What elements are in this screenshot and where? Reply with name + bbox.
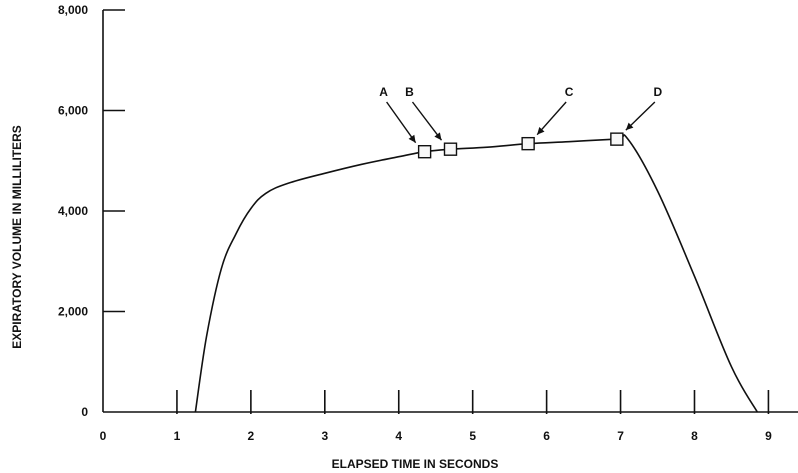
marker-label: B xyxy=(405,85,414,99)
marker-label: A xyxy=(379,85,388,99)
x-tick-label: 4 xyxy=(395,429,402,443)
axes xyxy=(102,10,798,413)
marker-arrowhead xyxy=(625,122,634,131)
marker-arrow xyxy=(386,101,417,144)
marker-d: D xyxy=(610,85,663,146)
y-tick-label: 6,000 xyxy=(58,104,88,118)
x-tick-label: 9 xyxy=(765,429,772,443)
marker-square xyxy=(610,132,624,146)
x-tick-label: 3 xyxy=(321,429,328,443)
marker-a: A xyxy=(379,85,432,159)
marker-b: B xyxy=(405,85,458,156)
markers: A B C D xyxy=(379,85,663,159)
series-line xyxy=(194,134,758,413)
marker-square xyxy=(443,142,458,156)
x-tick-label: 5 xyxy=(469,429,476,443)
marker-square xyxy=(521,136,535,151)
x-axis-title: ELAPSED TIME IN SECONDS xyxy=(332,457,499,471)
series xyxy=(194,134,758,413)
x-tick-label: 7 xyxy=(617,429,624,443)
marker-c: C xyxy=(521,85,574,151)
y-tick-label: 8,000 xyxy=(58,3,88,17)
marker-label: C xyxy=(565,85,574,99)
x-tick-label: 6 xyxy=(543,429,550,443)
marker-label: D xyxy=(654,85,663,99)
x-tick-label: 8 xyxy=(691,429,698,443)
marker-arrow xyxy=(536,101,567,136)
x-tick-label: 0 xyxy=(100,429,107,443)
y-axis-title: EXPIRATORY VOLUME IN MILLILITERS xyxy=(10,125,24,349)
marker-arrowhead xyxy=(434,132,442,141)
x-tick-label: 1 xyxy=(174,429,181,443)
marker-arrowhead xyxy=(537,127,545,135)
y-tick-label: 4,000 xyxy=(58,204,88,218)
y-tick-label: 0 xyxy=(81,405,88,419)
ticks: 0 1 2 3 4 5 6 7 8 9 0 2,000 4,000 6,000 8,000 xyxy=(58,3,772,443)
marker-arrow xyxy=(411,101,443,141)
marker-square xyxy=(417,145,432,159)
x-tick-label: 2 xyxy=(248,429,255,443)
marker-arrowhead xyxy=(408,134,416,143)
y-tick-label: 2,000 xyxy=(58,305,88,319)
